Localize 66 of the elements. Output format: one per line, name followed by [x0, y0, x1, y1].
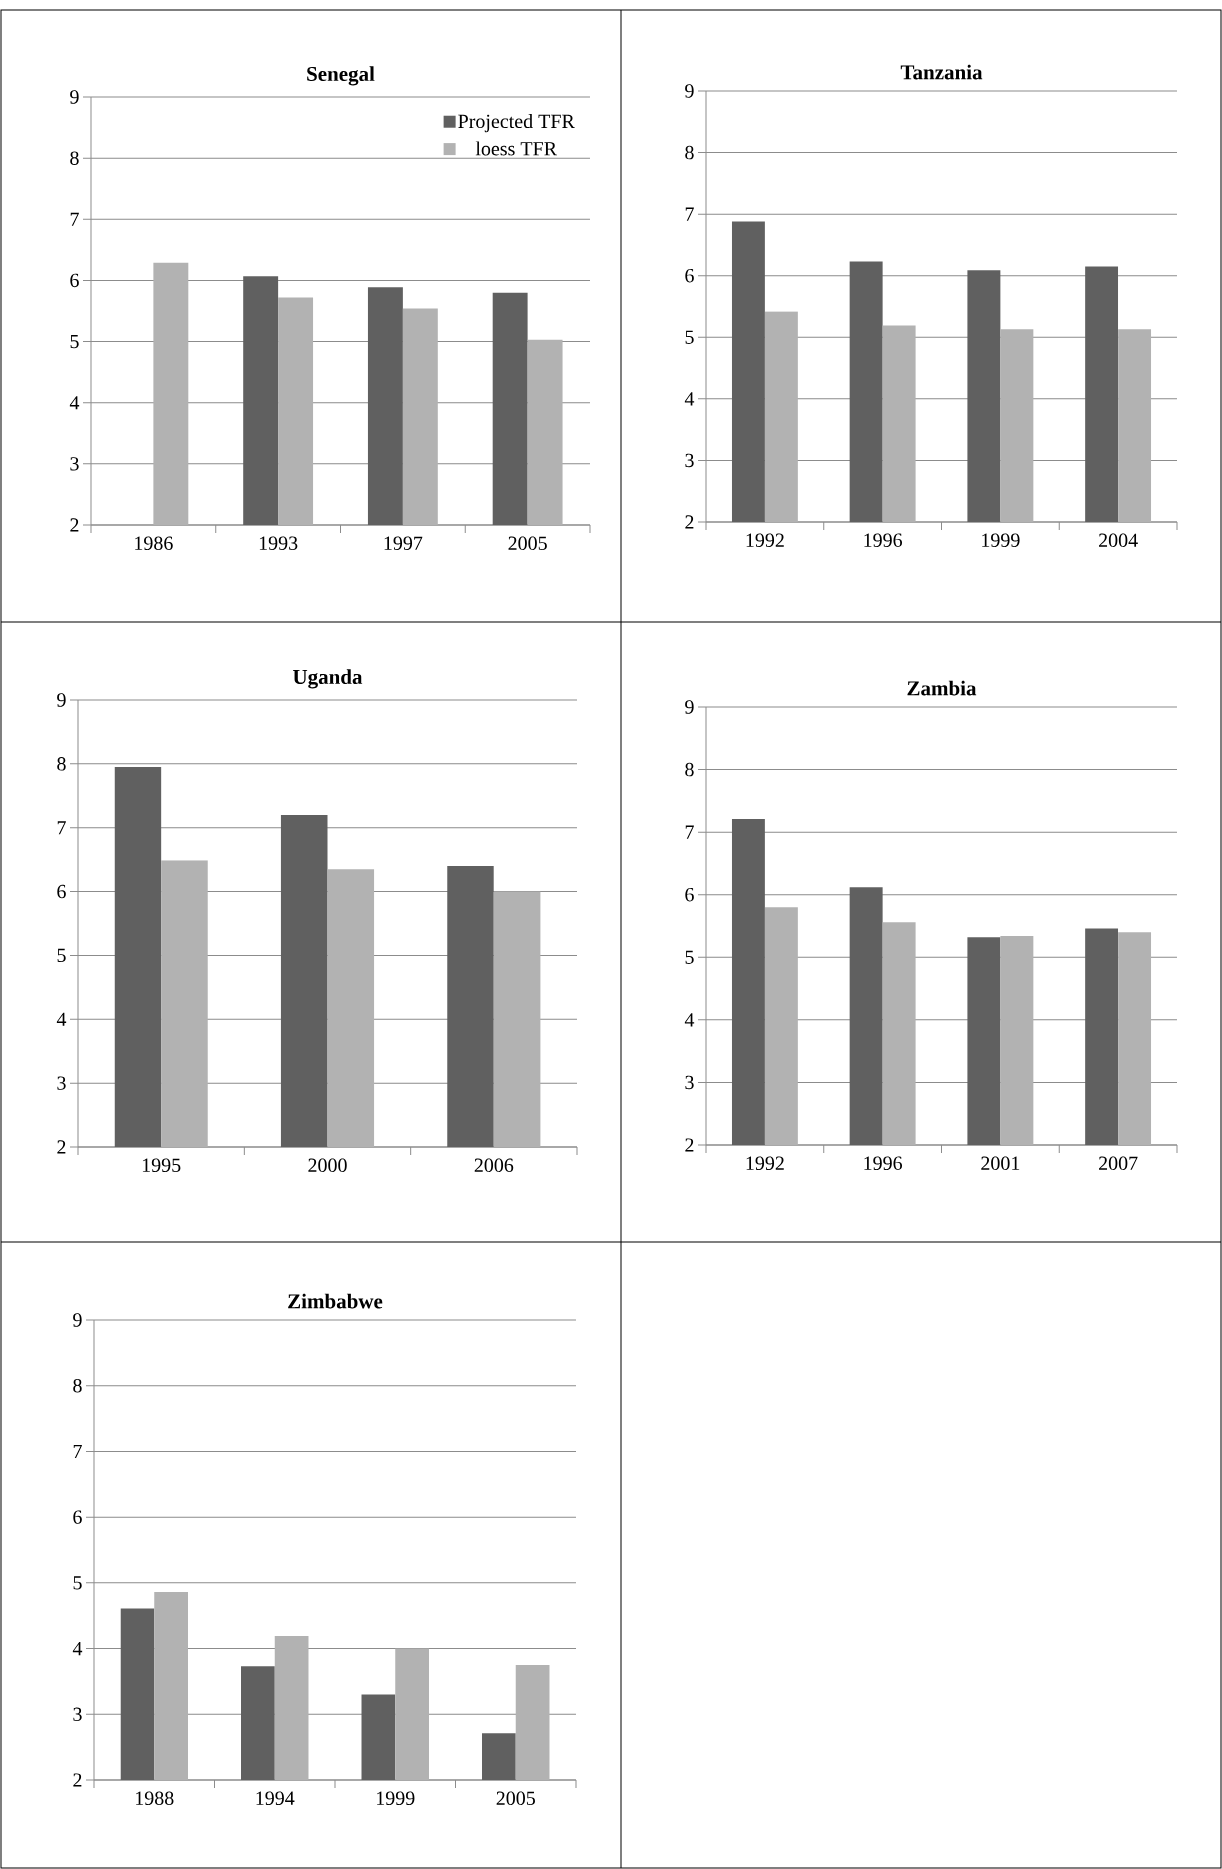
y-tick-label: 4 [56, 1012, 67, 1026]
y-tick-label: 7 [685, 207, 694, 221]
x-tick-label: 2007 [1099, 1156, 1138, 1171]
y-tick-label: 5 [70, 334, 79, 349]
y-tick-label: 6 [685, 888, 694, 902]
chart-title: Uganda [293, 669, 363, 689]
y-tick-label: 8 [685, 145, 694, 160]
y-tick-label: 8 [57, 757, 66, 771]
y-tick-label: 2 [73, 1773, 82, 1787]
y-tick-label: 9 [685, 700, 694, 714]
y-tick-label: 8 [70, 151, 79, 165]
x-tick-label: 1996 [864, 1156, 903, 1170]
y-tick-label: 2 [685, 515, 694, 529]
y-tick-label: 6 [57, 884, 66, 899]
y-tick-label: 7 [57, 821, 66, 835]
y-tick-label: 7 [685, 825, 694, 839]
y-tick-label: 3 [685, 1075, 694, 1090]
x-tick-label: 1988 [136, 1791, 174, 1806]
chart-title: Zimbabwe [288, 1293, 383, 1309]
x-tick-label: 2000 [308, 1158, 347, 1173]
x-tick-label: 1992 [746, 1156, 784, 1170]
legend-label: Projected TFR [458, 114, 575, 133]
y-tick-label: 8 [73, 1378, 82, 1393]
y-tick-label: 2 [70, 518, 79, 532]
x-tick-label: 2005 [496, 1791, 535, 1806]
y-tick-label: 4 [684, 392, 695, 406]
legend-label: loess TFR [475, 141, 558, 156]
chart-title: Senegal [307, 66, 375, 86]
y-tick-label: 3 [70, 457, 79, 471]
x-tick-label: 1999 [982, 533, 1020, 547]
y-tick-label: 3 [73, 1707, 82, 1721]
y-tick-label: 9 [73, 1313, 82, 1327]
y-tick-label: 6 [73, 1510, 82, 1524]
x-tick-label: 1992 [746, 533, 784, 547]
y-tick-label: 5 [57, 948, 66, 963]
x-tick-label: 1997 [384, 536, 423, 550]
x-tick-label: 1994 [256, 1791, 295, 1805]
y-tick-label: 5 [685, 950, 694, 964]
x-tick-label: 1995 [142, 1158, 181, 1172]
y-tick-label: 7 [70, 212, 79, 226]
y-tick-label: 6 [70, 273, 79, 288]
y-tick-label: 3 [685, 453, 694, 468]
x-tick-label: 2006 [474, 1158, 514, 1173]
x-tick-label: 2001 [981, 1156, 1020, 1171]
x-tick-label: 1996 [864, 533, 903, 547]
y-tick-label: 5 [73, 1576, 82, 1590]
y-tick-label: 2 [685, 1138, 694, 1152]
x-tick-label: 2005 [508, 536, 547, 551]
chart-title: Tanzania [900, 64, 983, 80]
y-tick-label: 9 [685, 84, 694, 98]
x-tick-label: 1993 [259, 536, 298, 550]
y-tick-label: 4 [684, 1013, 695, 1027]
y-tick-label: 4 [69, 396, 80, 410]
x-tick-label: 1999 [377, 1791, 415, 1805]
y-tick-label: 6 [685, 268, 694, 283]
y-tick-label: 2 [57, 1140, 66, 1154]
y-tick-label: 5 [685, 330, 694, 344]
y-tick-label: 8 [685, 762, 694, 777]
y-tick-label: 9 [57, 693, 66, 707]
x-tick-label: 1986 [135, 536, 173, 551]
y-tick-label: 3 [57, 1076, 66, 1090]
x-tick-label: 2004 [1099, 533, 1138, 548]
y-tick-label: 7 [73, 1444, 82, 1458]
y-tick-label: 9 [70, 90, 79, 104]
y-tick-label: 4 [72, 1641, 83, 1656]
chart-title: Zambia [907, 680, 977, 696]
